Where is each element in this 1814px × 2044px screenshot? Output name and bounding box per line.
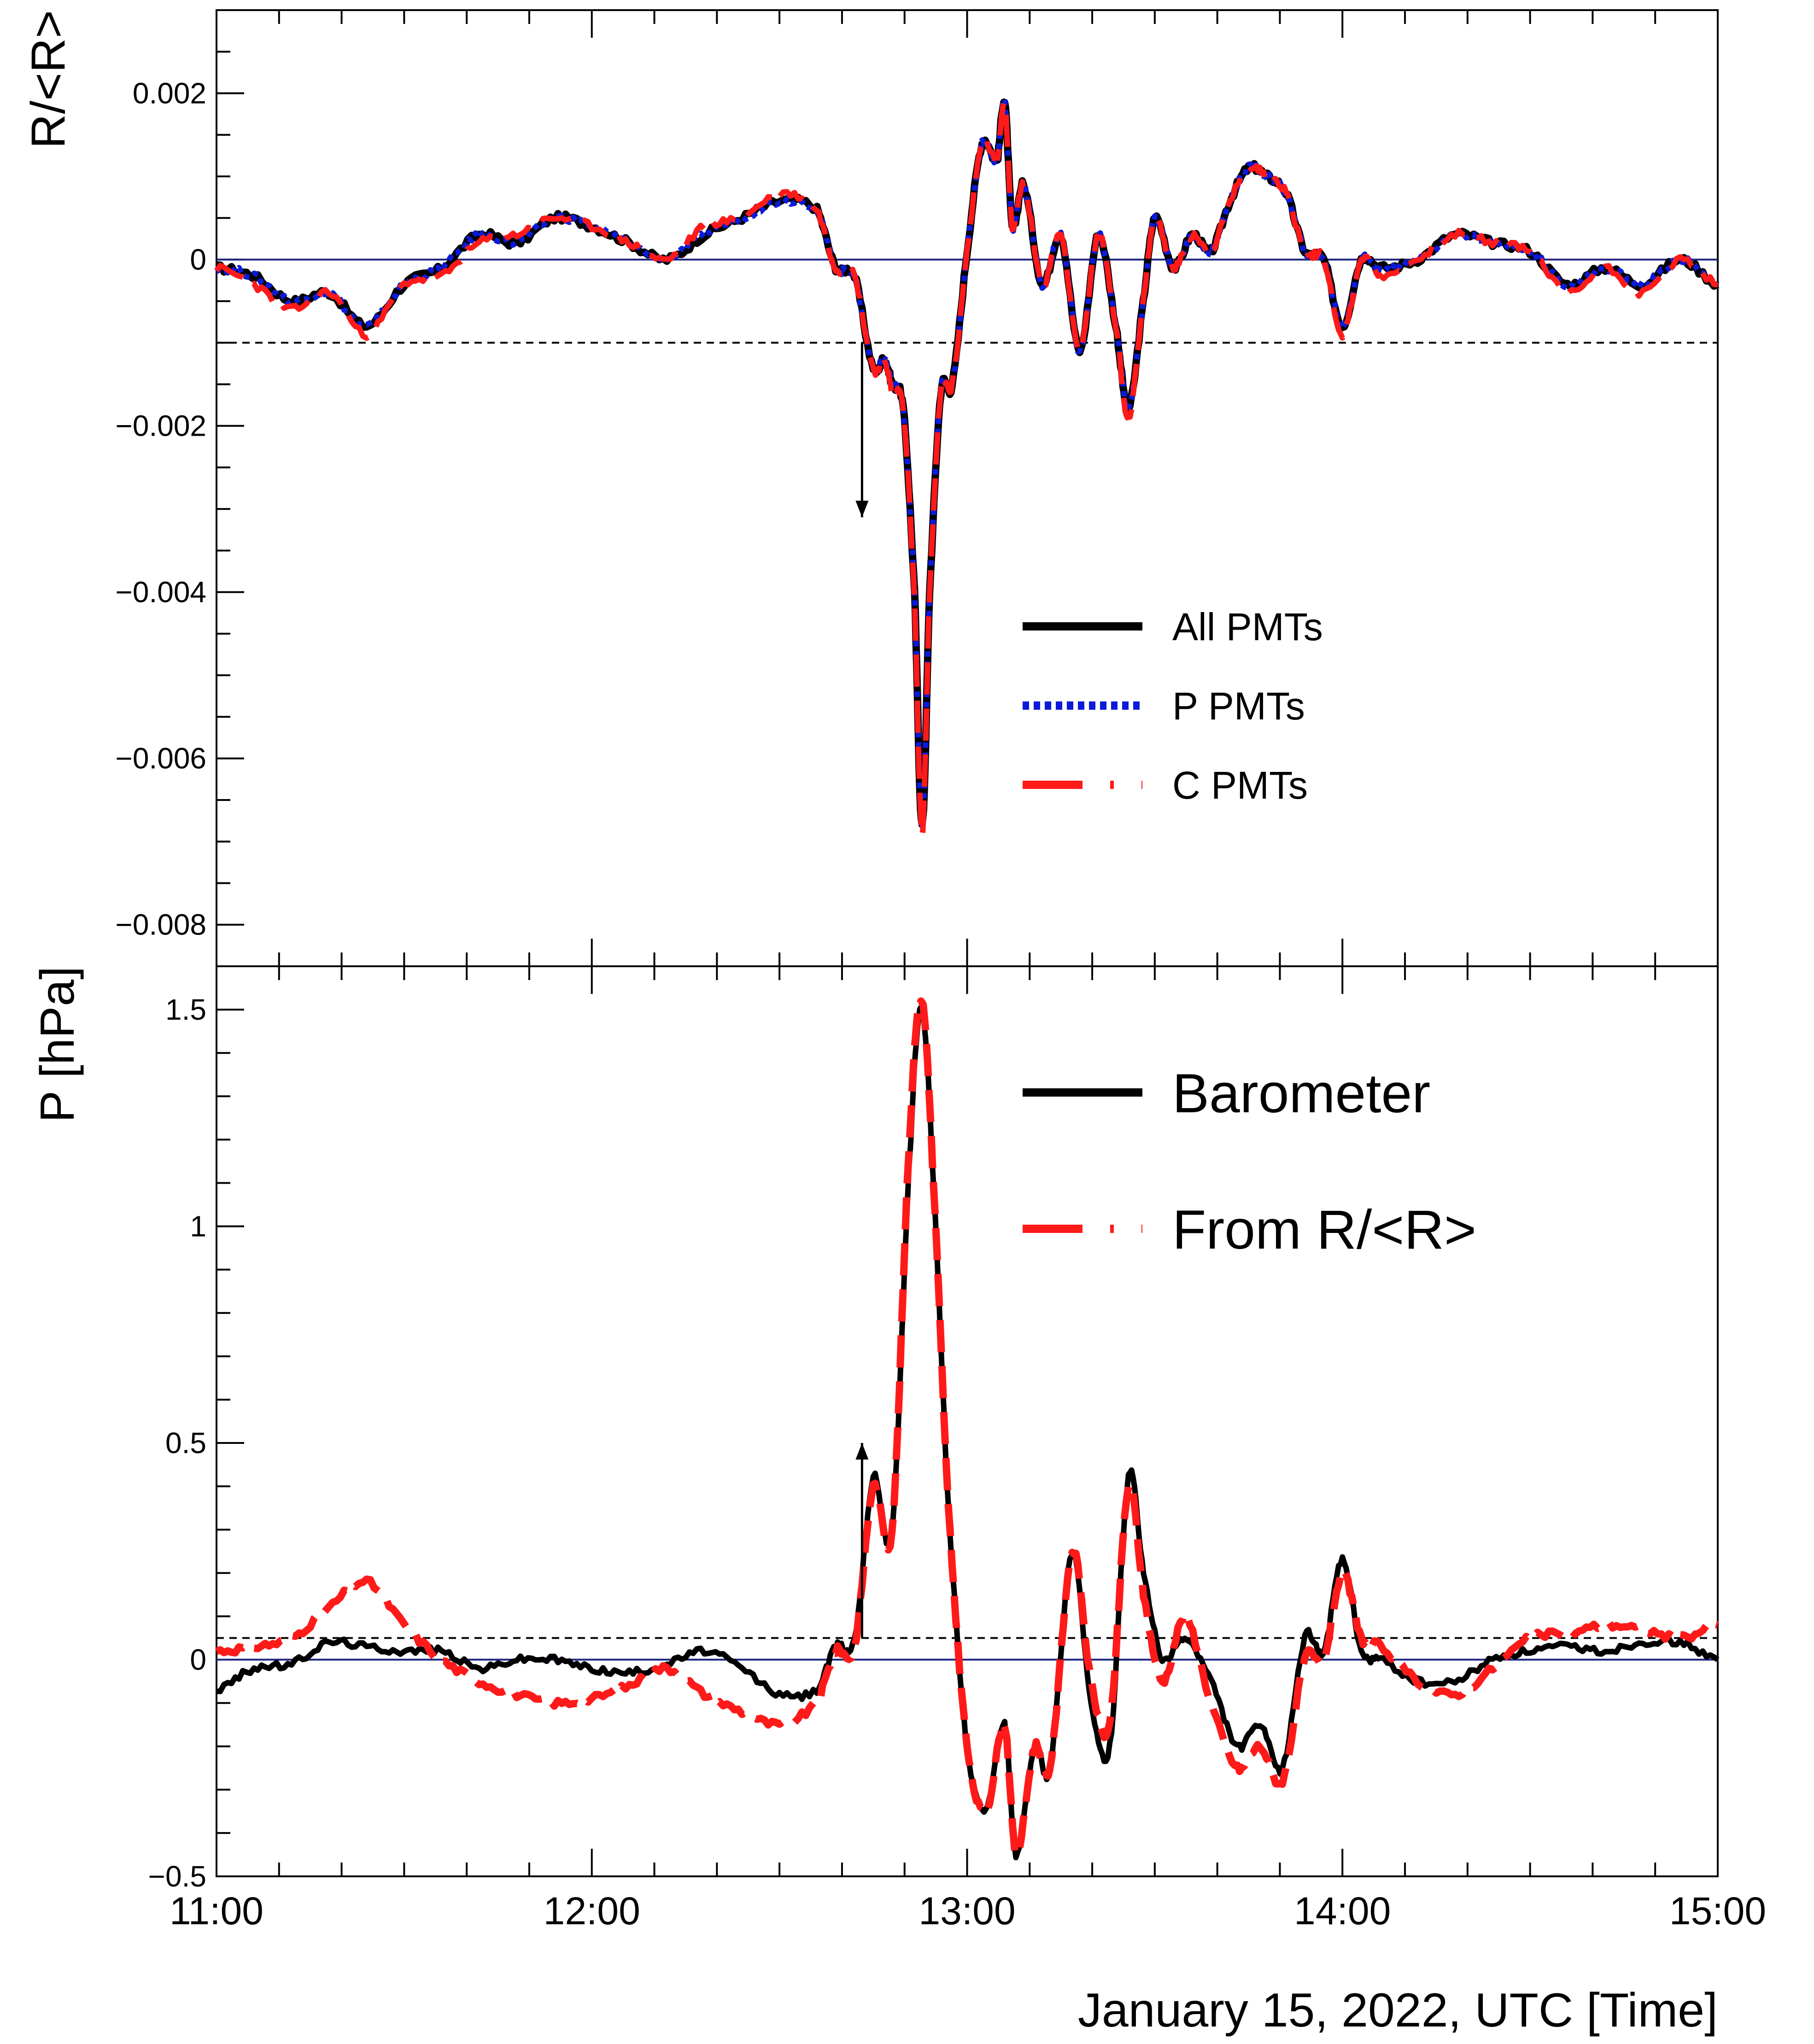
top-y-tick-label: −0.008 bbox=[115, 908, 206, 941]
legend-label: Barometer bbox=[1172, 1063, 1430, 1124]
top-arrow-head bbox=[855, 501, 869, 518]
series-line-from-r-r bbox=[215, 997, 1719, 1858]
top-y-tick-label: −0.006 bbox=[115, 742, 206, 775]
top-y-tick-label: 0.002 bbox=[133, 77, 206, 110]
bottom-y-tick-label: 1 bbox=[190, 1210, 206, 1243]
bottom-y-tick-label: 0.5 bbox=[165, 1426, 206, 1460]
legend-label: All PMTs bbox=[1172, 605, 1323, 648]
top-panel-rate: 0.002 0 −0.002 −0.004 −0.006 −0.008 R/<R> All P… bbox=[22, 9, 1720, 967]
bottom-y-tick-label: 0 bbox=[190, 1643, 206, 1676]
x-tick-label: 14:00 bbox=[1294, 1889, 1391, 1933]
legend-label: C PMTs bbox=[1172, 764, 1308, 807]
x-tick-label: 13:00 bbox=[919, 1889, 1015, 1933]
top-y-axis-title: R/<R> bbox=[22, 10, 75, 149]
legend-label: From R/<R> bbox=[1172, 1199, 1476, 1261]
series-line-p-pmts bbox=[215, 97, 1720, 829]
bottom-y-tick-label: −0.5 bbox=[148, 1860, 206, 1893]
top-y-tick-label: −0.002 bbox=[115, 409, 206, 443]
x-axis-title: January 15, 2022, UTC [Time] bbox=[1078, 1984, 1718, 2037]
top-y-tick-label: 0 bbox=[190, 243, 206, 276]
x-tick-label: 15:00 bbox=[1669, 1889, 1766, 1933]
bottom-panel-pressure: 1.5 1 0.5 0 −0.5 P [hPa] Barometer From R/<R> bbox=[31, 965, 1720, 1893]
x-tick-label: 12:00 bbox=[544, 1889, 640, 1933]
bottom-arrow-head bbox=[855, 1443, 869, 1460]
bottom-y-tick-label: 1.5 bbox=[165, 993, 206, 1026]
legend-label: P PMTs bbox=[1172, 684, 1305, 728]
bottom-y-axis-title: P [hPa] bbox=[31, 966, 84, 1122]
x-tick-label: 11:00 bbox=[170, 1889, 263, 1933]
series-line-c-pmts bbox=[214, 99, 1718, 839]
top-y-tick-label: −0.004 bbox=[115, 576, 206, 609]
